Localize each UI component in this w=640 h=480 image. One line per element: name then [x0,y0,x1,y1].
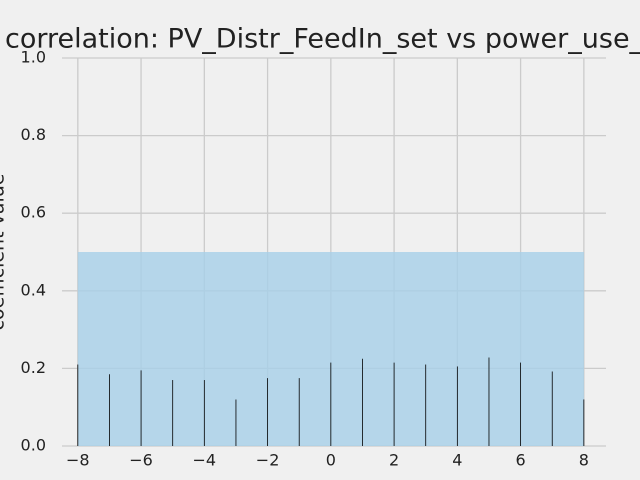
y-tick-label: 0.0 [21,436,46,455]
chart-title: correlation: PV_Distr_FeedIn_set vs powe… [5,24,640,55]
x-tick-label: −6 [129,451,153,470]
x-tick-label: 4 [452,451,462,470]
y-tick-label: 0.8 [21,125,46,144]
x-tick-label: −2 [256,451,280,470]
x-tick-label: 2 [389,451,399,470]
x-tick-label: −4 [193,451,217,470]
x-tick-label: −8 [66,451,90,470]
y-tick-label: 0.6 [21,203,46,222]
y-tick-label: 0.4 [21,280,46,299]
y-axis-label: coefficient value [0,174,9,331]
x-tick-label: 8 [579,451,589,470]
x-tick-label: 6 [516,451,526,470]
x-axis-label: lag [296,479,325,480]
y-tick-label: 1.0 [21,48,46,67]
x-tick-label: 0 [326,451,336,470]
y-tick-label: 0.2 [21,358,46,377]
